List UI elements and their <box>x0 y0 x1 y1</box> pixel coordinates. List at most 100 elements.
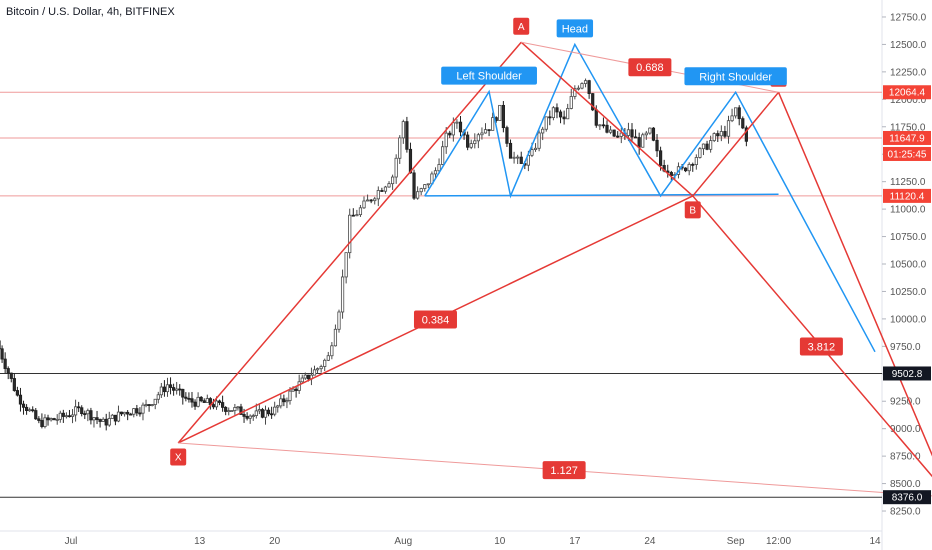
ratio-label-text: 0.688 <box>636 62 664 74</box>
candle-body <box>726 120 731 137</box>
candle-body <box>669 172 673 176</box>
ratio-label[interactable]: 3.812 <box>799 337 843 356</box>
head-shoulders-pattern[interactable] <box>424 42 876 353</box>
candle-body <box>580 83 584 89</box>
pattern-label[interactable]: Head <box>556 19 594 38</box>
candle-body <box>605 124 609 133</box>
harmonic-point-b[interactable]: B <box>684 201 701 219</box>
candle-body <box>537 132 541 149</box>
candle-body <box>135 408 139 414</box>
candle-body <box>21 403 26 408</box>
price-tag: 11120.4 <box>883 188 931 203</box>
candle-body <box>408 148 413 174</box>
candle-body <box>270 413 274 416</box>
harmonic-leg-xa[interactable] <box>177 41 522 444</box>
candle-body <box>451 122 455 136</box>
candle-body <box>555 107 559 113</box>
candle-body <box>205 398 209 403</box>
candle-body <box>541 128 545 134</box>
candle-body <box>34 410 38 420</box>
pattern-label[interactable]: Left Shoulder <box>441 66 537 85</box>
price-tag-bg <box>883 146 931 161</box>
candle-body <box>394 157 398 178</box>
candle-body <box>18 394 23 405</box>
candle-body <box>156 394 160 400</box>
candle-body <box>433 170 438 175</box>
candle-body <box>273 406 277 415</box>
y-tick-label: 12500.0 <box>890 40 927 51</box>
candle-body <box>257 409 261 412</box>
candle-body <box>282 398 286 403</box>
candle-body <box>89 410 93 421</box>
candle-body <box>107 418 111 426</box>
candle-body <box>211 404 216 408</box>
candle-body <box>380 190 384 192</box>
price-tag-bg <box>883 85 931 100</box>
price-tag-text: 12064.4 <box>889 88 926 99</box>
candle-body <box>416 191 420 199</box>
price-tag: 12064.4 <box>883 85 931 100</box>
candle-body <box>279 398 283 407</box>
y-tick-label: 10750.0 <box>890 232 927 243</box>
neckline[interactable] <box>424 193 779 197</box>
candle-body <box>113 414 118 422</box>
candle-body <box>300 377 304 383</box>
candle-body <box>319 366 323 370</box>
pattern-label[interactable]: Right Shoulder <box>684 67 787 86</box>
harmonic-point-a-bg <box>513 17 530 35</box>
candle-body <box>730 115 734 122</box>
candle-body <box>387 183 391 188</box>
candle-body <box>723 131 727 137</box>
price-tag-bg <box>883 490 931 505</box>
x-tick-label: Sep <box>727 536 745 547</box>
candle-body <box>306 374 310 380</box>
candle-body <box>441 146 445 165</box>
harmonic-leg-cd[interactable] <box>777 92 932 497</box>
candle-body <box>562 116 566 120</box>
ratio-label[interactable]: 0.384 <box>413 310 457 329</box>
candle-body <box>251 415 255 417</box>
candle-body <box>426 183 430 186</box>
candle-body <box>263 409 268 418</box>
x-tick-label: 24 <box>644 536 656 547</box>
candle-body <box>344 252 348 278</box>
harmonic-leg-bc[interactable] <box>692 91 780 197</box>
harmonic-point-a[interactable]: A <box>513 17 530 35</box>
candle-body <box>52 418 56 421</box>
candle-body <box>233 407 237 411</box>
candle-body <box>533 147 538 150</box>
ratio-label[interactable]: 1.127 <box>542 461 586 480</box>
candle-body <box>691 163 695 166</box>
candle-body <box>303 374 307 379</box>
y-tick-label: 8250.0 <box>890 507 921 518</box>
candle-body <box>358 207 363 216</box>
candle-body <box>619 132 623 137</box>
y-tick-label: 12000.0 <box>890 95 927 106</box>
harmonic-point-a-text: A <box>518 22 525 33</box>
pattern-label-text: Left Shoulder <box>456 71 522 83</box>
candle-body <box>64 415 69 418</box>
candle-body <box>569 96 573 109</box>
chart-title: Bitcoin / U.S. Dollar, 4h, BITFINEX <box>6 6 175 18</box>
candle-body <box>291 388 295 392</box>
candle-body <box>594 109 598 126</box>
candle-body <box>3 358 7 369</box>
candle-body <box>591 93 595 111</box>
candle-body <box>348 214 352 254</box>
candle-body <box>644 132 648 136</box>
candle-body <box>373 198 377 202</box>
candle-body <box>92 417 96 421</box>
ratio-label-text: 0.384 <box>422 314 450 326</box>
y-tick-label: 11250.0 <box>890 177 926 188</box>
harmonic-point-x[interactable]: X <box>170 448 187 466</box>
candle-body <box>67 415 72 418</box>
candle-body <box>0 348 4 360</box>
candle-body <box>230 410 234 412</box>
price-tag-text: 11647.9 <box>889 133 925 144</box>
candle-body <box>512 156 516 159</box>
ratio-label[interactable]: 0.688 <box>628 58 672 77</box>
harmonic-leg-ab[interactable] <box>520 41 694 197</box>
candle-body <box>58 412 62 420</box>
y-tick-label: 9750.0 <box>890 342 921 353</box>
